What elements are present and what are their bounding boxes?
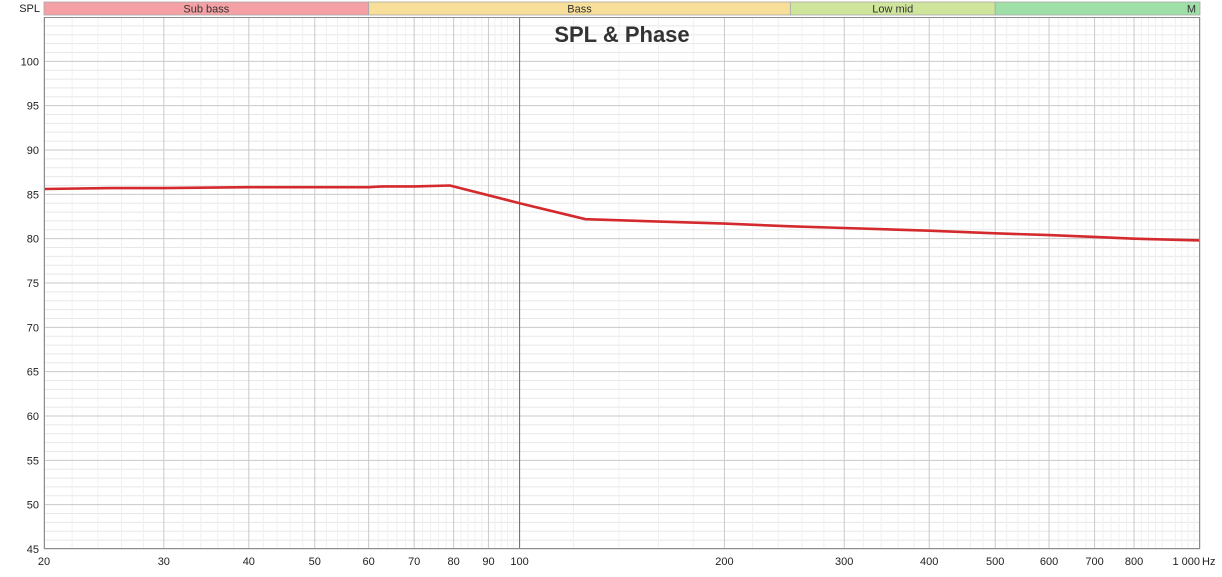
x-tick-label: 600 <box>1040 556 1058 568</box>
y-tick-label: 80 <box>27 234 39 246</box>
series-layer <box>43 184 1201 242</box>
y-axis-ticks: 45 50 55 60 65 70 75 80 85 90 95 100 <box>21 56 39 556</box>
plot-border <box>44 17 1200 549</box>
x-axis-unit: Hz <box>1202 556 1215 568</box>
band-m <box>994 1 1201 16</box>
y-tick-label: 65 <box>27 367 39 379</box>
x-tick-label: 20 <box>38 556 50 568</box>
band-label-sub-bass: Sub bass <box>183 4 229 16</box>
x-tick-label: 500 <box>986 556 1004 568</box>
x-tick-label: 80 <box>448 556 460 568</box>
y-tick-label: 50 <box>27 500 39 512</box>
chart-title: SPL & Phase <box>554 22 689 47</box>
y-tick-label: 45 <box>27 544 39 556</box>
x-tick-label: 60 <box>363 556 375 568</box>
x-tick-label: 90 <box>482 556 494 568</box>
x-tick-label: 30 <box>158 556 170 568</box>
band-label-low-mid: Low mid <box>872 4 913 16</box>
x-tick-label: 400 <box>920 556 938 568</box>
y-tick-label: 75 <box>27 278 39 290</box>
y-tick-label: 90 <box>27 145 39 157</box>
x-tick-label: 50 <box>309 556 321 568</box>
x-tick-label: 40 <box>243 556 255 568</box>
y-tick-label: 100 <box>21 56 39 68</box>
x-tick-label: 700 <box>1085 556 1103 568</box>
x-tick-label: 800 <box>1125 556 1143 568</box>
grid <box>43 17 1201 550</box>
x-tick-label: 300 <box>835 556 853 568</box>
y-tick-label: 95 <box>27 101 39 113</box>
y-tick-label: 70 <box>27 322 39 334</box>
spl-series-line[interactable] <box>43 184 1201 242</box>
band-label-bass: Bass <box>567 4 592 16</box>
y-tick-label: 60 <box>27 411 39 423</box>
x-tick-label: 100 <box>510 556 528 568</box>
x-tick-label: 70 <box>408 556 420 568</box>
y-axis-label: SPL <box>19 3 40 15</box>
y-tick-label: 85 <box>27 189 39 201</box>
x-axis-ticks: 20 30 40 50 60 70 80 90 100 200 300 400 500 600 700 800… <box>38 556 1200 568</box>
band-label-m: M <box>1187 4 1196 16</box>
y-tick-label: 55 <box>27 455 39 467</box>
x-tick-label: 200 <box>715 556 733 568</box>
x-tick-label: 1 000 <box>1172 556 1200 568</box>
frequency-band-bar: Sub bass Bass Low mid M <box>43 1 1201 16</box>
